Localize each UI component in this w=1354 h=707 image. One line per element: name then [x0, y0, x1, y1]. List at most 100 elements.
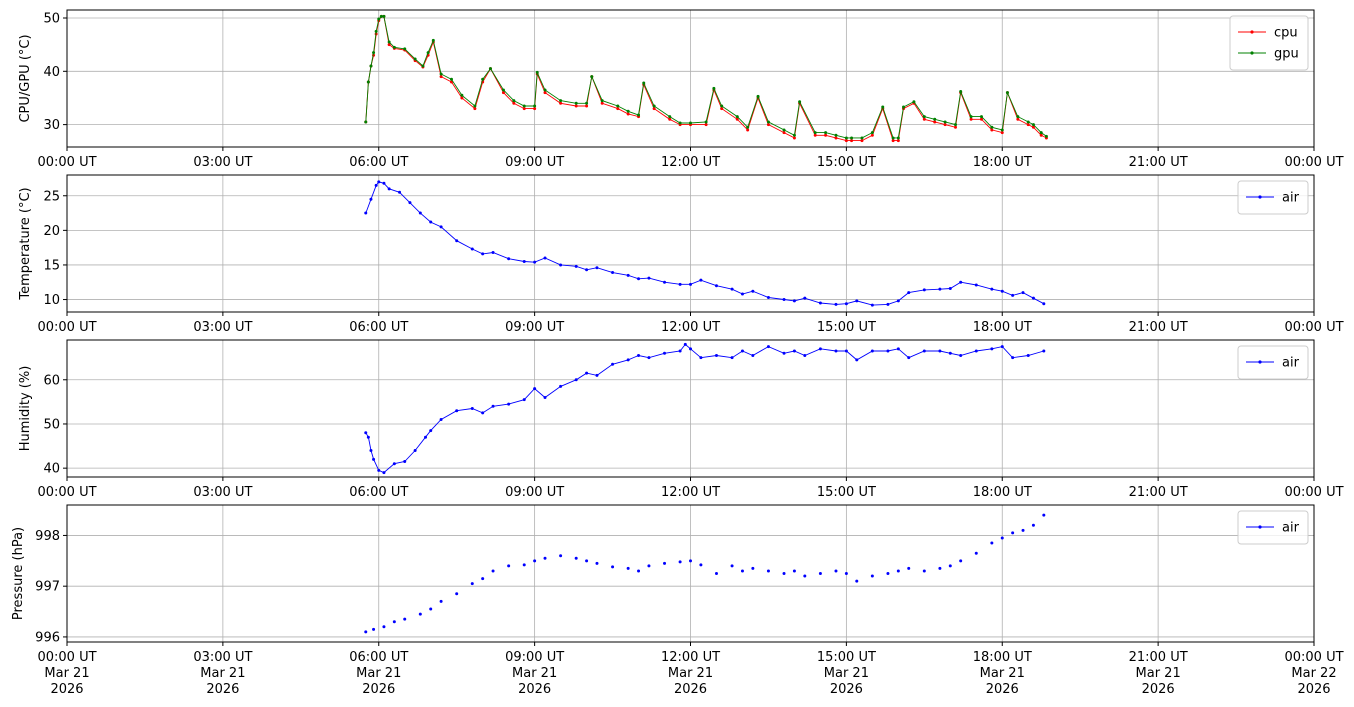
y-tick-label: 998 [35, 529, 60, 544]
data-point-air [366, 435, 370, 439]
x-tick-label: 15:00 UT [817, 320, 876, 335]
data-point-cpu [387, 43, 391, 47]
data-point-air [683, 342, 687, 346]
x-date-label: 2026 [674, 682, 707, 697]
data-point-air [574, 378, 578, 382]
data-point-air [455, 592, 459, 596]
data-point-gpu [782, 128, 786, 132]
data-point-cpu [792, 136, 796, 140]
data-point-cpu [735, 117, 739, 121]
data-point-gpu [600, 99, 604, 103]
data-point-cpu [860, 139, 864, 143]
data-point-gpu [585, 101, 589, 105]
data-point-air [611, 565, 615, 569]
data-point-air [990, 347, 994, 351]
x-tick-label: 00:00 UT [37, 485, 96, 500]
data-point-air [1021, 291, 1025, 295]
data-point-gpu [756, 94, 760, 98]
data-point-gpu [439, 72, 443, 76]
data-point-air [491, 250, 495, 254]
x-tick-label: 18:00 UT [973, 650, 1032, 665]
data-point-air [751, 566, 755, 570]
data-point-air [382, 625, 386, 629]
data-point-air [855, 579, 859, 583]
data-point-air [543, 395, 547, 399]
data-point-air [896, 347, 900, 351]
x-date-label: Mar 21 [44, 666, 89, 681]
data-point-cpu [543, 91, 547, 95]
data-point-air [377, 180, 381, 184]
data-point-gpu [559, 99, 563, 103]
data-point-cpu [870, 133, 874, 137]
data-point-gpu [377, 17, 381, 21]
data-point-cpu [782, 131, 786, 135]
x-tick-label: 21:00 UT [1129, 650, 1188, 665]
data-point-gpu [449, 77, 453, 81]
data-point-cpu [1000, 131, 1004, 135]
data-point-air [938, 287, 942, 291]
y-axis-label: Pressure (hPa) [11, 527, 26, 620]
data-point-air [585, 268, 589, 272]
data-point-air [766, 295, 770, 299]
legend-label-gpu: gpu [1274, 47, 1299, 62]
data-point-air [922, 288, 926, 292]
data-point-air [481, 252, 485, 256]
x-date-label: 2026 [50, 682, 83, 697]
data-point-air [455, 409, 459, 413]
x-tick-label: 09:00 UT [505, 650, 564, 665]
data-point-air [922, 569, 926, 573]
data-point-air [585, 559, 589, 563]
data-point-air [574, 556, 578, 560]
series-air [364, 513, 1046, 634]
data-point-air [959, 280, 963, 284]
data-point-cpu [896, 139, 900, 143]
x-tick-label: 21:00 UT [1129, 320, 1188, 335]
data-point-cpu [574, 104, 578, 108]
panel-2: 00:00 UT 03:00 UT 06:00 UT 09:00 UT 12:00 UT… [18, 174, 1344, 335]
data-point-air [507, 257, 511, 261]
y-tick-label: 30 [43, 118, 60, 133]
x-tick-label: 03:00 UT [193, 155, 252, 170]
data-point-air [896, 299, 900, 303]
data-point-air [844, 572, 848, 575]
data-point-gpu [460, 93, 464, 97]
data-point-air [782, 298, 786, 302]
data-point-gpu [1005, 91, 1009, 95]
data-point-air [678, 282, 682, 286]
data-point-air [907, 356, 911, 360]
data-point-air [886, 572, 890, 575]
data-point-air [896, 569, 900, 573]
data-point-gpu [1044, 134, 1048, 138]
x-tick-label: 06:00 UT [349, 650, 408, 665]
x-date-label: 2026 [986, 682, 1019, 697]
x-tick-label: 06:00 UT [349, 155, 408, 170]
data-point-gpu [387, 40, 391, 44]
x-tick-label: 18:00 UT [973, 320, 1032, 335]
data-point-gpu [533, 104, 537, 108]
data-point-gpu [896, 136, 900, 140]
data-point-air [714, 572, 718, 575]
x-tick-label: 12:00 UT [661, 485, 720, 500]
data-point-air [439, 599, 443, 603]
data-point-gpu [372, 51, 376, 55]
data-point-gpu [426, 51, 430, 55]
data-point-air [834, 569, 838, 573]
y-axis-label: Temperature (°C) [18, 187, 33, 300]
data-point-air [974, 283, 978, 287]
y-tick-label: 50 [43, 11, 60, 26]
data-point-gpu [369, 64, 373, 68]
data-point-air [855, 299, 859, 303]
data-point-cpu [1039, 133, 1043, 137]
y-tick-label: 50 [43, 417, 60, 432]
series-air [364, 342, 1046, 475]
data-point-air [870, 349, 874, 353]
data-point-air [429, 607, 433, 611]
data-point-air [663, 280, 667, 284]
x-tick-label: 06:00 UT [349, 485, 408, 500]
x-tick-label: 18:00 UT [973, 155, 1032, 170]
data-point-gpu [860, 136, 864, 140]
x-date-label: 2026 [362, 682, 395, 697]
data-point-air [907, 566, 911, 570]
data-point-cpu [891, 139, 895, 143]
panel-3: 00:00 UT 03:00 UT 06:00 UT 09:00 UT 12:00 UT… [18, 339, 1344, 500]
